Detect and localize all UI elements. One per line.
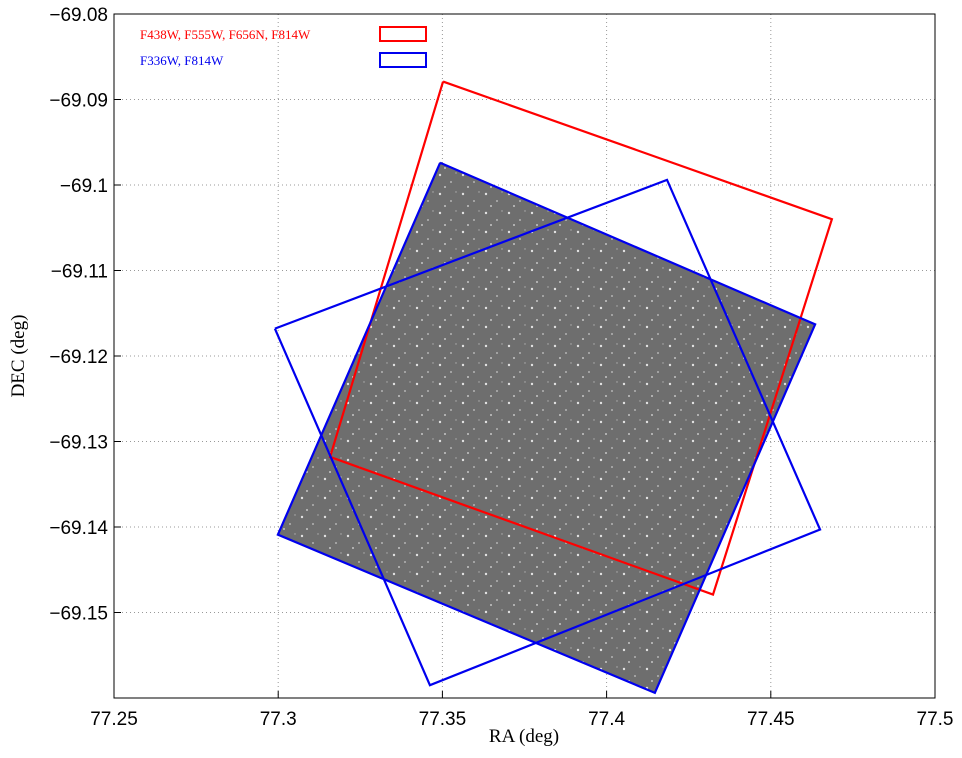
image-texture [278, 163, 815, 693]
legend-swatch [380, 53, 426, 67]
x-axis-label: RA (deg) [489, 726, 559, 747]
y-tick-label: −69.13 [49, 433, 108, 454]
legend-label: F438W, F555W, F656N, F814W [140, 27, 311, 42]
x-tick-label: 77.25 [90, 709, 138, 730]
y-tick-label: −69.11 [51, 262, 108, 283]
x-tick-label: 77.4 [588, 709, 625, 730]
chart: RA (deg) DEC (deg) 77.25 77.3 77.35 77.4 77.… [0, 0, 962, 753]
y-tick-label: −69.14 [49, 518, 108, 539]
x-tick-label: 77.3 [260, 709, 297, 730]
y-tick-label: −69.09 [49, 91, 108, 112]
y-tick-label: −69.12 [49, 347, 108, 368]
y-tick-label: −69.1 [60, 176, 108, 197]
y-axis-label: DEC (deg) [8, 315, 29, 398]
y-tick-label: −69.08 [49, 5, 108, 26]
legend-swatch [380, 27, 426, 41]
x-tick-label: 77.35 [419, 709, 467, 730]
x-tick-label: 77.5 [917, 709, 954, 730]
y-tick-label: −69.15 [49, 604, 108, 625]
legend-label: F336W, F814W [140, 53, 224, 68]
x-tick-label: 77.45 [747, 709, 795, 730]
